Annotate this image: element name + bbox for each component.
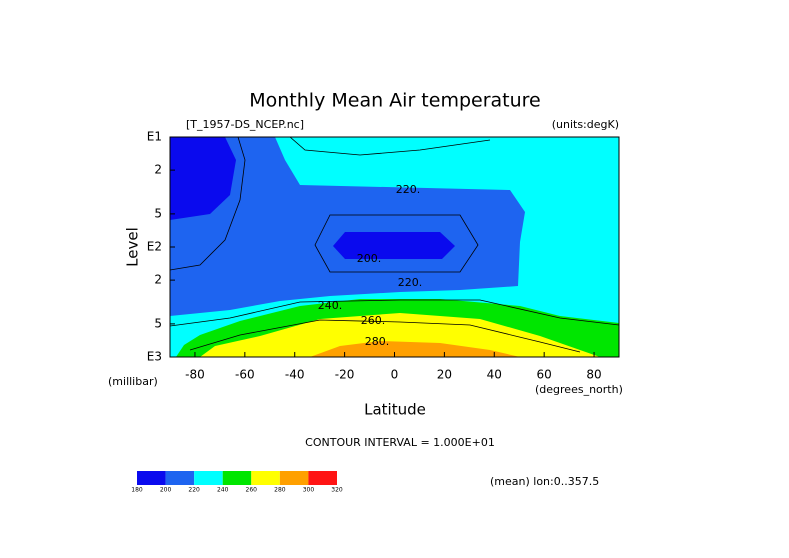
contour-line <box>314 214 479 273</box>
file-label: [T_1957-DS_NCEP.nc] <box>186 118 304 131</box>
colorbar-box <box>279 471 309 485</box>
contour-band <box>200 313 600 357</box>
y-axis-label: Level <box>124 227 142 267</box>
y-tick-label: 5 <box>154 316 162 330</box>
contour-label: 220. <box>398 276 423 289</box>
colorbar-box <box>308 471 337 485</box>
y-tick-label: E3 <box>147 350 162 364</box>
colorbar-box <box>222 471 252 485</box>
contour-band <box>170 137 525 316</box>
colorbar-label: 180 <box>131 487 143 494</box>
y-tick-label: 5 <box>154 206 162 220</box>
colorbar-label: 200 <box>160 487 172 494</box>
x-axis-label: Latitude <box>364 401 426 419</box>
contour-line <box>170 137 246 271</box>
colorbar-label: 320 <box>331 487 343 494</box>
contour-interval: CONTOUR INTERVAL = 1.000E+01 <box>305 436 495 449</box>
x-tick-label: 20 <box>437 368 452 382</box>
colorbar-box <box>251 471 280 485</box>
contour-label: 240. <box>318 299 343 312</box>
contour-label: 280. <box>365 335 390 348</box>
contour-line <box>189 319 581 353</box>
y-tick-label: E2 <box>147 240 162 254</box>
x-tick-label: 0 <box>391 368 399 382</box>
contour-lines <box>170 137 619 353</box>
colorbar-box <box>194 471 223 485</box>
footnote: (mean) lon:0..357.5 <box>490 475 599 488</box>
x-tick-label: -20 <box>335 368 355 382</box>
y-units: (millibar) <box>108 375 158 388</box>
contour-label: 260. <box>361 314 386 327</box>
x-tick-label: 80 <box>586 368 601 382</box>
x-tick-label: 60 <box>537 368 552 382</box>
contour-label: 220. <box>396 183 421 196</box>
colorbar-label: 280 <box>274 487 286 494</box>
y-tick-label: E1 <box>147 130 162 144</box>
x-tick-label: -60 <box>235 368 255 382</box>
contour-band <box>333 232 455 259</box>
contour-label: 200. <box>357 252 382 265</box>
colorbar-box <box>137 471 166 485</box>
colorbar-box <box>165 471 195 485</box>
colorbar-label: 260 <box>246 487 258 494</box>
y-tick-label: 2 <box>154 163 162 177</box>
contour-line <box>289 137 491 156</box>
contour-line <box>170 299 619 327</box>
colorbar-label: 220 <box>188 487 200 494</box>
x-tick-label: 40 <box>487 368 502 382</box>
overlay: -80 -60 -40 -20 0 20 40 60 80 E1 2 5 E2 2 5 E3 220. 200. 2… <box>131 130 601 494</box>
contour-band <box>310 341 520 357</box>
y-tick-label: 2 <box>154 273 162 287</box>
units-label: (units:degK) <box>552 118 619 131</box>
colorbar-label: 240 <box>217 487 229 494</box>
x-tick-label: -40 <box>285 368 305 382</box>
chart-title: Monthly Mean Air temperature <box>249 90 540 112</box>
contour-fields <box>170 137 619 357</box>
x-tick-label: -80 <box>185 368 205 382</box>
colorbar-label: 300 <box>303 487 315 494</box>
x-units: (degrees_north) <box>535 383 623 396</box>
contour-band <box>170 137 236 220</box>
